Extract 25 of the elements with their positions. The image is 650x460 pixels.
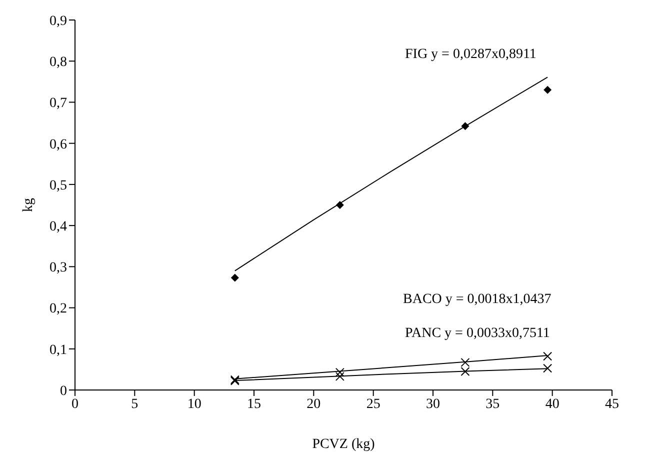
x-tick-label: 20 bbox=[306, 396, 321, 412]
x-tick-label: 40 bbox=[545, 396, 560, 412]
y-tick-label: 0,5 bbox=[50, 178, 67, 194]
annotation: FIG y = 0,0287x0,8911 bbox=[405, 47, 536, 63]
x-axis-title: PCVZ (kg) bbox=[312, 436, 376, 452]
x-tick-label: 15 bbox=[247, 396, 261, 412]
annotation: PANC y = 0,0033x0,7511 bbox=[405, 326, 550, 342]
x-tick-label: 30 bbox=[426, 396, 440, 412]
x-tick-label: 35 bbox=[486, 396, 500, 412]
y-tick-label: 0,9 bbox=[50, 14, 67, 29]
y-tick-label: 0,7 bbox=[50, 96, 67, 112]
x-tick-label: 25 bbox=[366, 396, 380, 412]
x-tick-label: 5 bbox=[131, 396, 138, 412]
y-tick-label: 0,2 bbox=[50, 302, 67, 317]
y-tick-label: 0,6 bbox=[50, 137, 67, 152]
x-tick-label: 10 bbox=[187, 396, 202, 412]
y-tick-label: 0,3 bbox=[50, 260, 67, 276]
y-tick-label: 0,4 bbox=[50, 220, 67, 235]
x-tick-label: 45 bbox=[605, 396, 619, 412]
y-axis-title: kg bbox=[20, 198, 36, 212]
annotation: BACO y = 0,0018x1,0437 bbox=[403, 292, 552, 308]
x-tick-label: 0 bbox=[72, 396, 78, 412]
y-tick-label: 0,1 bbox=[50, 342, 67, 358]
y-tick-label: 0,8 bbox=[50, 55, 67, 70]
y-tick-label: 0 bbox=[60, 384, 67, 399]
